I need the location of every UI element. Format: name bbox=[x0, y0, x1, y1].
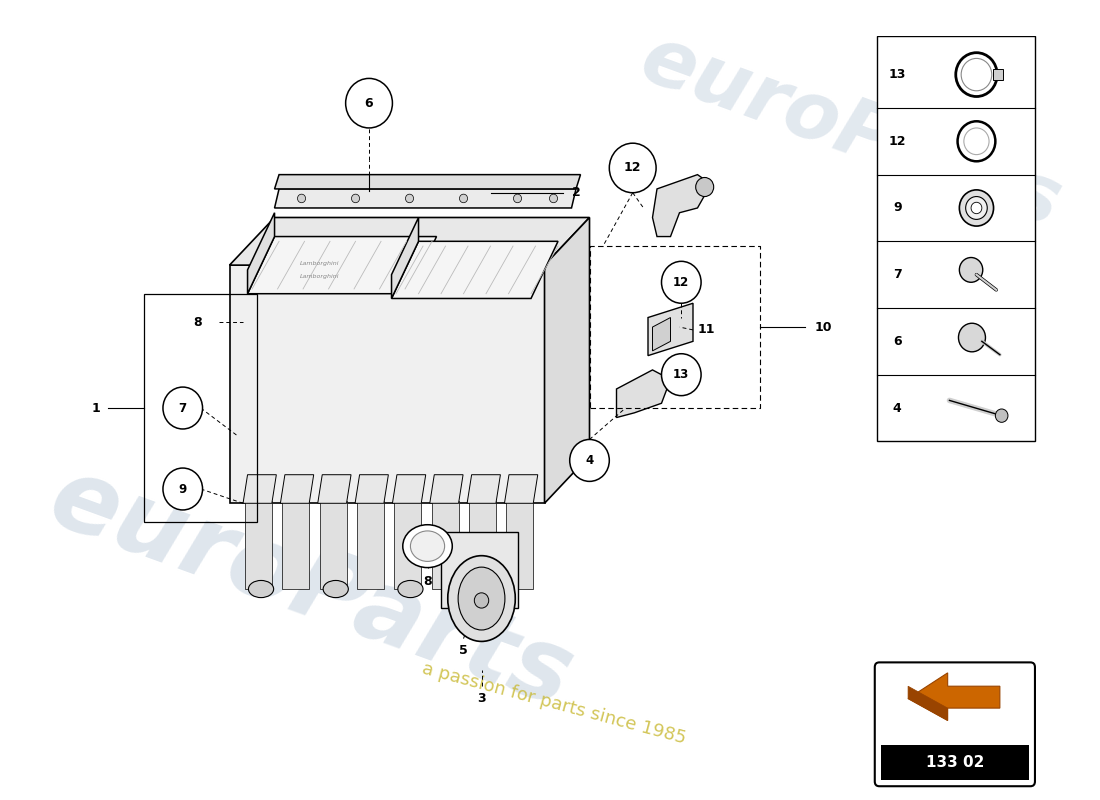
Circle shape bbox=[352, 194, 360, 202]
Circle shape bbox=[345, 78, 393, 128]
Text: 8: 8 bbox=[424, 575, 432, 588]
Polygon shape bbox=[544, 218, 590, 503]
Text: euroParts: euroParts bbox=[36, 450, 585, 728]
Text: 7: 7 bbox=[893, 268, 902, 281]
Circle shape bbox=[514, 194, 521, 202]
Text: 7: 7 bbox=[178, 402, 187, 414]
Polygon shape bbox=[280, 474, 314, 503]
Ellipse shape bbox=[410, 531, 444, 562]
Text: 10: 10 bbox=[815, 321, 833, 334]
Bar bbox=[506, 502, 534, 589]
Bar bbox=[394, 502, 421, 589]
Polygon shape bbox=[243, 474, 276, 503]
Polygon shape bbox=[468, 474, 500, 503]
Text: 3: 3 bbox=[477, 692, 486, 705]
Bar bbox=[356, 502, 384, 589]
Circle shape bbox=[959, 190, 993, 226]
Ellipse shape bbox=[473, 581, 497, 598]
Bar bbox=[878, 37, 1035, 442]
Circle shape bbox=[406, 194, 414, 202]
Polygon shape bbox=[652, 318, 671, 351]
Polygon shape bbox=[392, 242, 558, 298]
Ellipse shape bbox=[403, 525, 452, 567]
Polygon shape bbox=[248, 213, 275, 294]
Polygon shape bbox=[648, 303, 693, 356]
Text: Lamborghini: Lamborghini bbox=[300, 261, 339, 266]
Text: 8: 8 bbox=[194, 316, 202, 329]
Bar bbox=[144, 294, 256, 522]
Circle shape bbox=[959, 258, 982, 282]
Polygon shape bbox=[392, 218, 418, 298]
Circle shape bbox=[163, 387, 202, 429]
Bar bbox=[431, 502, 459, 589]
FancyBboxPatch shape bbox=[874, 662, 1035, 786]
Polygon shape bbox=[616, 370, 671, 418]
Polygon shape bbox=[393, 474, 426, 503]
Bar bbox=[319, 502, 346, 589]
Text: 4: 4 bbox=[893, 402, 902, 414]
Circle shape bbox=[297, 194, 306, 202]
Bar bbox=[881, 746, 1028, 779]
Polygon shape bbox=[318, 474, 351, 503]
Text: 4: 4 bbox=[585, 454, 594, 467]
Polygon shape bbox=[230, 218, 590, 265]
Text: 5: 5 bbox=[459, 645, 468, 658]
Ellipse shape bbox=[249, 581, 274, 598]
Circle shape bbox=[971, 202, 982, 214]
Text: 9: 9 bbox=[178, 482, 187, 495]
Ellipse shape bbox=[448, 556, 515, 642]
Circle shape bbox=[661, 262, 701, 303]
Circle shape bbox=[996, 409, 1008, 422]
Circle shape bbox=[966, 197, 988, 219]
Bar bbox=[992, 69, 1003, 80]
Polygon shape bbox=[355, 474, 388, 503]
Text: 9: 9 bbox=[893, 202, 902, 214]
Ellipse shape bbox=[323, 581, 349, 598]
Bar bbox=[283, 502, 309, 589]
Polygon shape bbox=[441, 532, 517, 608]
Ellipse shape bbox=[398, 581, 424, 598]
Circle shape bbox=[695, 178, 714, 197]
Ellipse shape bbox=[458, 567, 505, 630]
Circle shape bbox=[958, 323, 986, 352]
Circle shape bbox=[163, 468, 202, 510]
Text: 12: 12 bbox=[673, 276, 690, 289]
Circle shape bbox=[661, 354, 701, 396]
Text: 13: 13 bbox=[673, 368, 690, 381]
Text: 12: 12 bbox=[889, 134, 906, 148]
Polygon shape bbox=[248, 237, 437, 294]
Polygon shape bbox=[430, 474, 463, 503]
Polygon shape bbox=[909, 673, 1000, 721]
Text: 133 02: 133 02 bbox=[926, 755, 984, 770]
Text: a passion for parts since 1985: a passion for parts since 1985 bbox=[419, 659, 688, 747]
Text: euroParts: euroParts bbox=[630, 20, 1071, 244]
Polygon shape bbox=[652, 174, 711, 237]
Circle shape bbox=[570, 439, 609, 482]
Text: 6: 6 bbox=[893, 335, 902, 348]
Polygon shape bbox=[505, 474, 538, 503]
Text: 2: 2 bbox=[572, 186, 581, 199]
Text: 6: 6 bbox=[365, 97, 373, 110]
Bar bbox=[245, 502, 272, 589]
Circle shape bbox=[460, 194, 467, 202]
Circle shape bbox=[550, 194, 558, 202]
Polygon shape bbox=[230, 265, 544, 503]
Text: 12: 12 bbox=[624, 162, 641, 174]
Text: 1: 1 bbox=[92, 402, 101, 414]
Polygon shape bbox=[275, 174, 581, 189]
Polygon shape bbox=[909, 686, 948, 721]
Text: 13: 13 bbox=[889, 68, 906, 81]
Text: Lamborghini: Lamborghini bbox=[300, 274, 339, 279]
Text: 11: 11 bbox=[697, 323, 715, 337]
Bar bbox=[469, 502, 496, 589]
Circle shape bbox=[474, 593, 488, 608]
Polygon shape bbox=[275, 189, 576, 208]
Circle shape bbox=[609, 143, 656, 193]
